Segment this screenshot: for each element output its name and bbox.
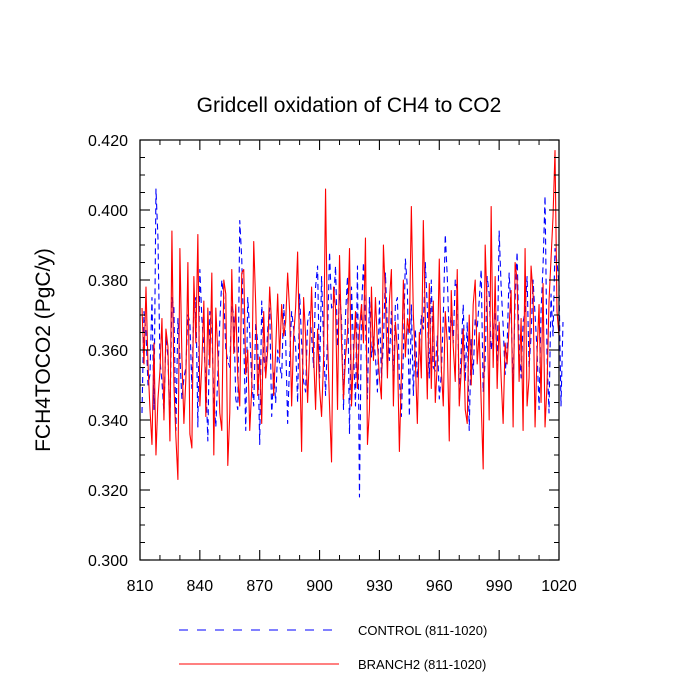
x-tick-label: 840 bbox=[187, 578, 214, 595]
y-tick-label: 0.300 bbox=[88, 553, 128, 570]
y-tick-label: 0.400 bbox=[88, 203, 128, 220]
x-tick-label: 990 bbox=[486, 578, 513, 595]
y-tick-label: 0.320 bbox=[88, 483, 128, 500]
chart-title: Gridcell oxidation of CH4 to CO2 bbox=[197, 94, 502, 117]
x-tick-label: 930 bbox=[366, 578, 393, 595]
legend-label: CONTROL (811-1020) bbox=[358, 623, 487, 638]
axes-layer: 810 840 870 900 930 960 990 1020 0.300 0.320 0.340… bbox=[88, 133, 577, 595]
x-tick-label: 810 bbox=[127, 578, 154, 595]
x-tick-label: 900 bbox=[306, 578, 333, 595]
legend-label: BRANCH2 (811-1020) bbox=[358, 657, 486, 672]
x-tick-label: 960 bbox=[426, 578, 453, 595]
y-axis-label: FCH4TOCO2 (PgC/y) bbox=[32, 248, 55, 452]
x-tick-label: 1020 bbox=[541, 578, 577, 595]
y-tick-label: 0.420 bbox=[88, 133, 128, 150]
y-tick-label: 0.360 bbox=[88, 343, 128, 360]
y-tick-label: 0.380 bbox=[88, 273, 128, 290]
y-tick-label: 0.340 bbox=[88, 413, 128, 430]
series-line-branch2 bbox=[141, 149, 560, 481]
series-layer bbox=[141, 149, 564, 498]
legend: CONTROL (811-1020) BRANCH2 (811-1020) bbox=[179, 623, 487, 672]
x-tick-label: 870 bbox=[246, 578, 273, 595]
